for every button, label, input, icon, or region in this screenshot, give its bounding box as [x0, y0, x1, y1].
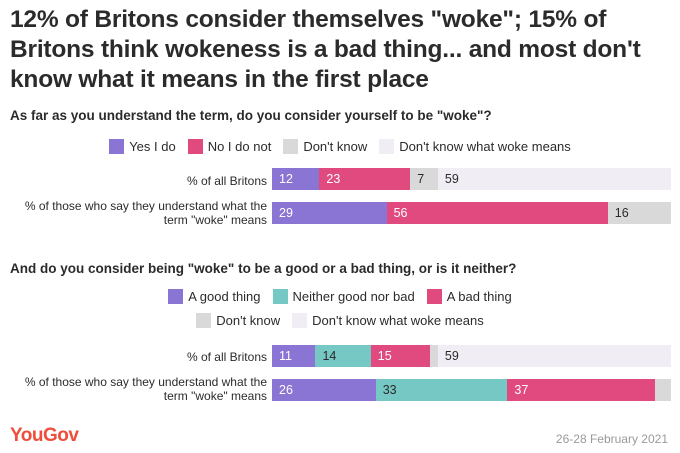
stacked-bar-understand-2: 26 33 37: [272, 379, 671, 401]
bar-segment-a-bad-thing: 37: [507, 379, 656, 401]
question-2: And do you consider being "woke" to be a…: [10, 261, 517, 276]
data-label: 14: [322, 349, 337, 363]
legend-item-yes: Yes I do: [109, 139, 176, 154]
data-label: 16: [614, 206, 629, 220]
legend-label-neither: Neither good nor bad: [292, 289, 415, 304]
legend-swatch-bad: [426, 289, 442, 304]
legend-1: Yes I do No I do not Don't know Don't kn…: [0, 139, 680, 154]
legend-label-bad: A bad thing: [446, 289, 512, 304]
legend-swatch-good: [168, 289, 184, 304]
data-label: 7: [417, 172, 425, 186]
legend-label-yes: Yes I do: [129, 139, 176, 154]
bar-segment-a-good-thing: 26: [272, 379, 376, 401]
bar-segment-a-good-thing: 11: [272, 345, 316, 367]
data-label: 37: [514, 383, 529, 397]
legend-swatch-dont-know-meaning-2: [292, 313, 308, 328]
stacked-bar-all-britons-2: 11 14 15 59: [272, 345, 671, 367]
bar-segment-no-i-do-not: 56: [386, 202, 608, 224]
legend-item-good: A good thing: [168, 289, 261, 304]
legend-label-dont-know: Don't know: [303, 139, 368, 154]
legend-swatch-neither: [272, 289, 288, 304]
question-1: As far as you understand the term, do yo…: [10, 108, 492, 123]
data-label: 15: [377, 349, 392, 363]
yougov-logo: YouGov: [10, 425, 79, 446]
bar-segment-neither-good-nor-bad: 14: [315, 345, 371, 367]
data-label: 56: [393, 206, 408, 220]
bar-segment-neither-good-nor-bad: 33: [375, 379, 508, 401]
data-label: 26: [279, 383, 293, 397]
bar-segment-don-t-know: [430, 345, 438, 367]
legend-item-no: No I do not: [187, 139, 272, 154]
row-label-all-britons-2: % of all Britons: [186, 350, 267, 364]
bar-segment-yes-i-do: 29: [272, 202, 387, 224]
legend-2a: A good thing Neither good nor bad A bad …: [0, 289, 680, 304]
legend-item-dont-know-meaning: Don't know what woke means: [379, 139, 571, 154]
legend-item-neither: Neither good nor bad: [272, 289, 415, 304]
legend-label-dont-know-2: Don't know: [216, 313, 281, 328]
legend-swatch-dont-know: [283, 139, 299, 154]
legend-2b: Don't know Don't know what woke means: [0, 313, 680, 328]
bar-segment-a-bad-thing: 15: [370, 345, 430, 367]
row-label-understand-2: % of those who say they understand what …: [24, 375, 267, 403]
bar-segment-don-t-know: 7: [410, 168, 438, 190]
bar-segment-don-t-know: 16: [607, 202, 671, 224]
legend-swatch-dont-know-meaning: [379, 139, 395, 154]
bar-segment-don-t-know: [655, 379, 671, 401]
legend-swatch-no: [187, 139, 203, 154]
legend-label-dont-know-meaning-2: Don't know what woke means: [312, 313, 484, 328]
legend-label-dont-know-meaning: Don't know what woke means: [399, 139, 571, 154]
legend-label-no: No I do not: [207, 139, 272, 154]
data-label: 12: [279, 172, 293, 186]
stacked-bar-all-britons-1: 12 23 7 59: [272, 168, 671, 190]
survey-date: 26-28 February 2021: [555, 432, 668, 446]
legend-item-dont-know: Don't know: [283, 139, 367, 154]
stacked-bar-understand-1: 29 56 16: [272, 202, 671, 224]
data-label: 59: [444, 172, 459, 186]
bar-segment-don-t-know-what-woke-means: 59: [437, 168, 671, 190]
data-label: 11: [279, 349, 292, 363]
legend-label-good: A good thing: [188, 289, 261, 304]
data-label: 29: [279, 206, 293, 220]
row-label-all-britons-1: % of all Britons: [186, 174, 267, 188]
data-label: 59: [444, 349, 459, 363]
legend-item-dont-know-meaning-2: Don't know what woke means: [292, 313, 484, 328]
chart-title: 12% of Britons consider themselves "woke…: [10, 6, 641, 93]
data-label: 33: [382, 383, 397, 397]
legend-swatch-dont-know-2: [196, 313, 212, 328]
legend-swatch-yes: [109, 139, 125, 154]
legend-item-dont-know-2: Don't know: [196, 313, 280, 328]
bar-segment-yes-i-do: 12: [272, 168, 320, 190]
bar-segment-don-t-know-what-woke-means: 59: [437, 345, 671, 367]
data-label: 23: [326, 172, 341, 186]
row-label-understand-1: % of those who say they understand what …: [24, 199, 267, 227]
legend-item-bad: A bad thing: [426, 289, 512, 304]
bar-segment-no-i-do-not: 23: [319, 168, 411, 190]
